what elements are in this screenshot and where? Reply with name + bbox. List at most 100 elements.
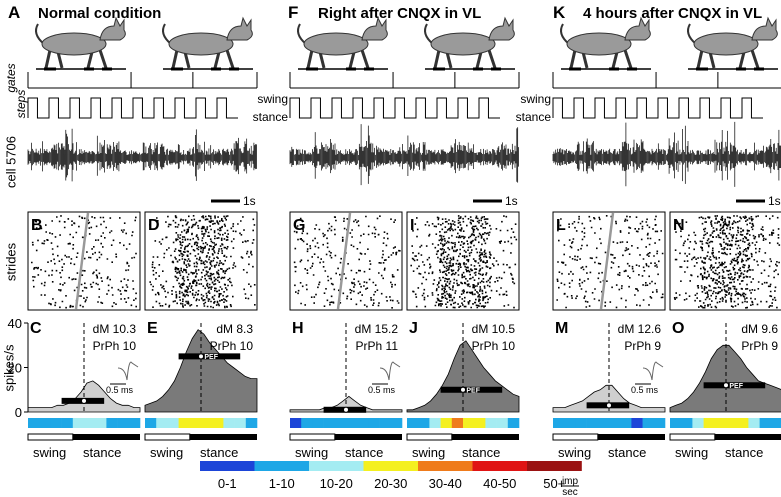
phase-label: stance [462, 445, 500, 460]
swing-bar [669, 433, 716, 441]
waveform-scale-label: 0.5 ms [368, 385, 396, 395]
pef-label: PEF [612, 403, 626, 410]
rate-cell [681, 418, 693, 428]
legend-swatch [363, 461, 419, 471]
scale-label: 1s [505, 194, 518, 208]
rate-cell [748, 418, 760, 428]
rate-cell [620, 418, 632, 428]
panel-letter: C [30, 320, 42, 337]
panel-letter: J [409, 320, 418, 337]
cat-body [430, 32, 496, 56]
pef-bar [178, 353, 241, 360]
rate-cell [201, 418, 213, 428]
dm-label: dM 8.3 [216, 322, 253, 336]
swing-bar [552, 433, 599, 441]
raster-dots [410, 215, 518, 309]
side-label: gates [4, 63, 18, 92]
pef-label: PEF [349, 407, 363, 414]
rate-cell [597, 418, 610, 428]
rate-cell [156, 418, 168, 428]
step-trace [552, 97, 763, 119]
raster-box [406, 211, 520, 311]
rate-cell [117, 418, 130, 428]
pef-dot [81, 397, 87, 404]
swing-bar [27, 433, 74, 441]
rate-cell [631, 418, 643, 428]
rate-cell [770, 418, 781, 428]
rate-cell [463, 418, 475, 428]
panel-letter: G [293, 217, 305, 234]
phase-label: stance [345, 445, 383, 460]
raster-dots [293, 215, 401, 309]
rate-cell [167, 418, 179, 428]
cat-legs [44, 49, 108, 69]
rate-cell [575, 418, 587, 428]
rate-cell [323, 418, 336, 428]
pef-dot [343, 406, 349, 413]
waveform-scale-label: 0.5 ms [631, 385, 659, 395]
rate-histogram [552, 384, 666, 413]
cat-icon [35, 16, 126, 71]
cat-head [751, 16, 778, 41]
cat-legs [569, 49, 633, 69]
pef-label: PEF [87, 398, 101, 405]
cat-icon [297, 16, 388, 71]
step-trace [289, 97, 500, 119]
rate-cell [39, 418, 51, 428]
pef-label: PEF [729, 383, 743, 390]
rate-cell [474, 418, 486, 428]
step-label: swing [520, 92, 551, 106]
pef-dot [723, 382, 729, 389]
rate-histogram [289, 395, 403, 413]
cat-body [168, 32, 234, 56]
pef-dot [198, 353, 204, 360]
rate-cell [609, 418, 621, 428]
step-label: swing [257, 92, 288, 106]
stance-bar [714, 434, 781, 440]
legend-label: 10-20 [320, 476, 353, 491]
rate-cell [692, 418, 704, 428]
rate-cell [418, 418, 430, 428]
cat-icon [162, 16, 253, 71]
phase-label: swing [150, 445, 183, 460]
cat-icon [687, 16, 778, 71]
phase-label: stance [200, 445, 238, 460]
rate-cell [670, 418, 682, 428]
cat-body [693, 32, 759, 56]
rate-cell [178, 418, 191, 428]
cat-head [488, 16, 515, 41]
panel-letter: K [553, 3, 566, 22]
rate-cell [334, 418, 347, 428]
legend-swatch [418, 461, 473, 471]
rate-cell [553, 418, 565, 428]
rate-cell [368, 418, 380, 428]
panel-letter: E [147, 320, 158, 337]
panel-letter: A [8, 3, 20, 22]
legend-swatch [527, 461, 582, 471]
rate-cell [564, 418, 576, 428]
rate-cell [726, 418, 738, 428]
y-tick-label: 20 [8, 361, 22, 376]
rate-cell [642, 418, 655, 428]
rate-cell [128, 418, 141, 428]
panel-letter: N [673, 217, 685, 234]
cat-head [361, 16, 388, 41]
legend-swatch [200, 461, 255, 471]
prph-label: PrPh 10 [210, 339, 254, 353]
rate-cell [72, 418, 85, 428]
pef-label: PEF [466, 387, 480, 394]
cat-body [566, 32, 632, 56]
phase-label: swing [558, 445, 591, 460]
rate-cell [407, 418, 419, 428]
side-label: strides [3, 242, 18, 281]
rate-cell [84, 418, 96, 428]
pef-bar [703, 382, 766, 389]
y-tick-label: 40 [8, 316, 22, 331]
cat-head [99, 16, 126, 41]
stance-bar [72, 434, 140, 440]
cat-icon [424, 16, 515, 71]
rate-cell [223, 418, 235, 428]
rate-cell [106, 418, 118, 428]
cat-body [41, 32, 107, 56]
side-label: spikes/s [1, 344, 16, 391]
